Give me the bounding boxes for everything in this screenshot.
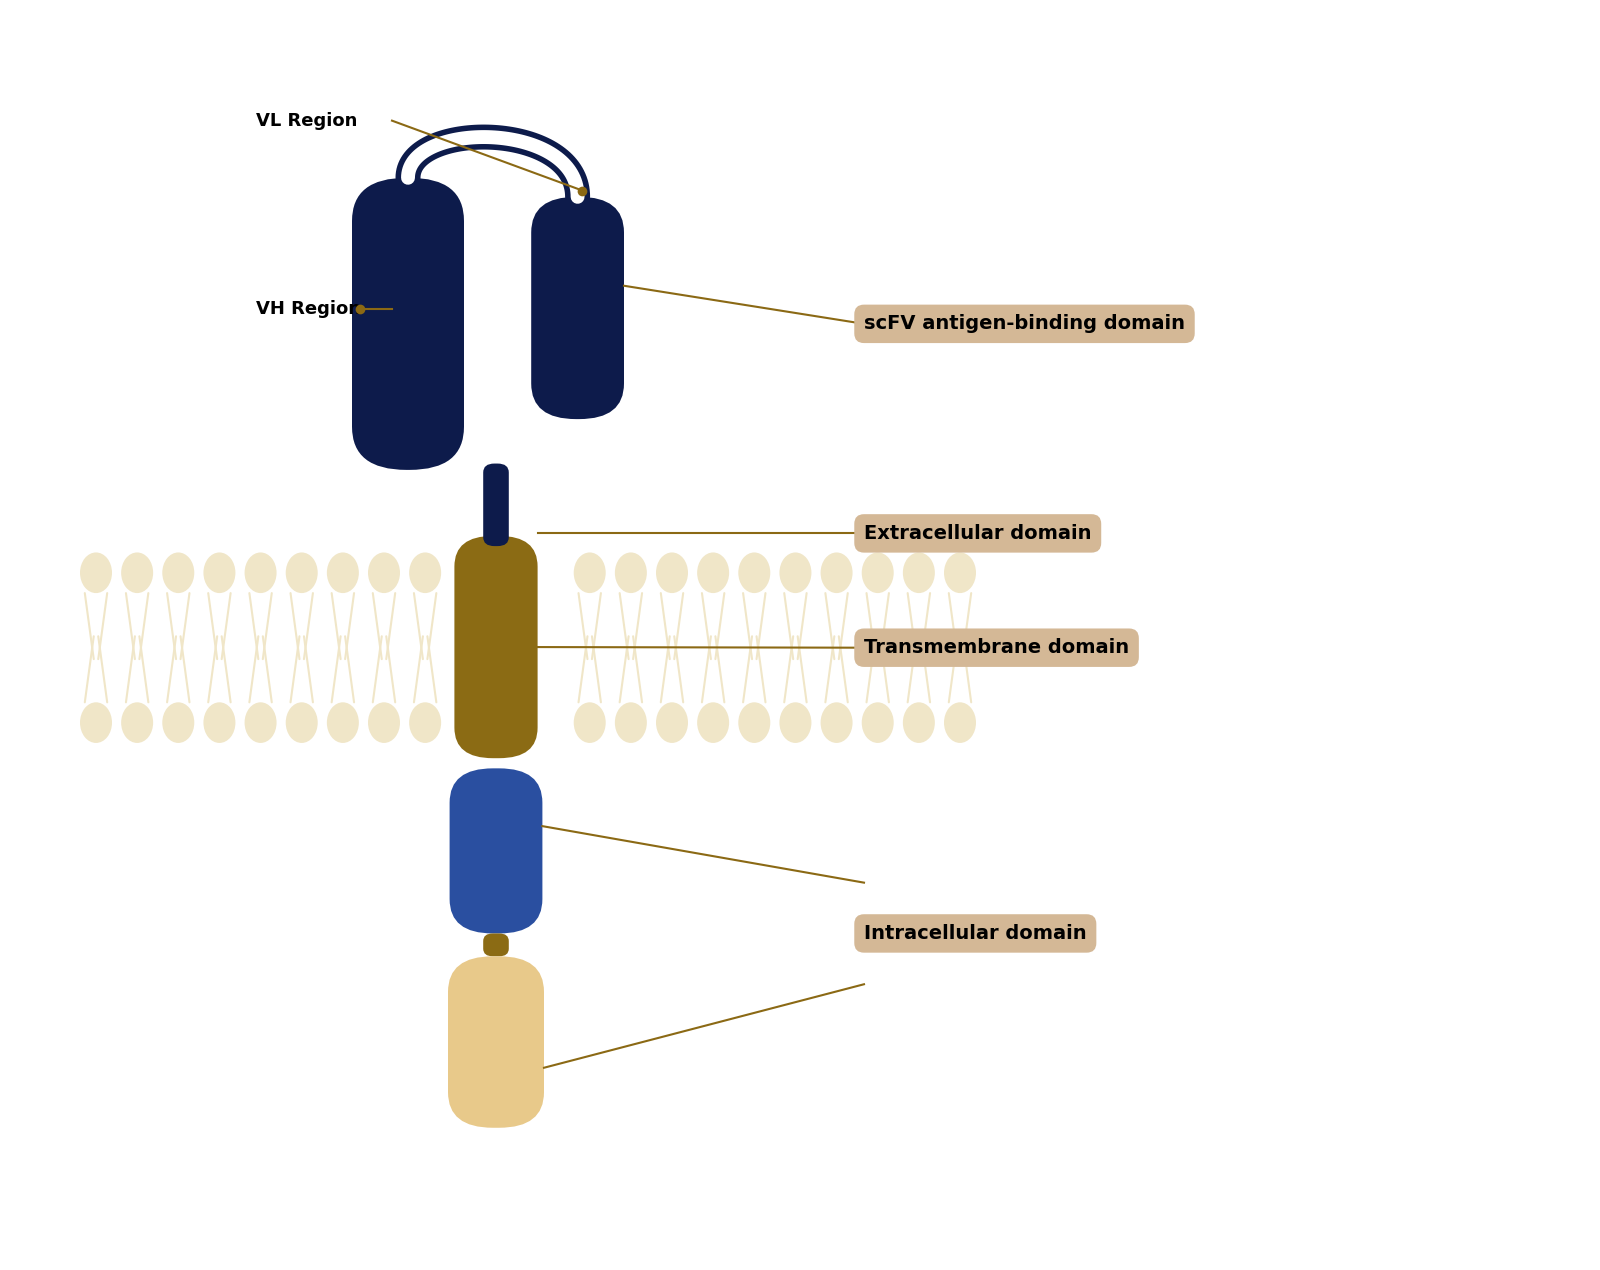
Ellipse shape (162, 552, 194, 593)
Ellipse shape (80, 552, 112, 593)
FancyBboxPatch shape (483, 933, 509, 956)
Ellipse shape (326, 552, 358, 593)
Ellipse shape (738, 552, 770, 593)
Ellipse shape (368, 552, 400, 593)
FancyBboxPatch shape (450, 768, 542, 933)
Ellipse shape (738, 702, 770, 743)
Ellipse shape (698, 552, 730, 593)
Ellipse shape (902, 702, 934, 743)
Ellipse shape (80, 702, 112, 743)
Ellipse shape (326, 702, 358, 743)
Ellipse shape (410, 702, 442, 743)
Ellipse shape (656, 702, 688, 743)
Ellipse shape (203, 552, 235, 593)
Ellipse shape (286, 702, 318, 743)
Ellipse shape (286, 552, 318, 593)
Ellipse shape (902, 552, 934, 593)
Ellipse shape (614, 702, 646, 743)
Ellipse shape (779, 552, 811, 593)
Text: Intracellular domain: Intracellular domain (864, 925, 1086, 942)
Ellipse shape (862, 702, 894, 743)
FancyBboxPatch shape (352, 178, 464, 470)
Text: VL Region: VL Region (256, 112, 357, 130)
Ellipse shape (821, 702, 853, 743)
Ellipse shape (122, 552, 154, 593)
FancyBboxPatch shape (483, 464, 509, 546)
Ellipse shape (944, 552, 976, 593)
Text: scFV antigen-binding domain: scFV antigen-binding domain (864, 315, 1186, 333)
Text: Transmembrane domain: Transmembrane domain (864, 639, 1130, 657)
Ellipse shape (944, 702, 976, 743)
Ellipse shape (203, 702, 235, 743)
Text: VH Region: VH Region (256, 300, 362, 319)
Ellipse shape (368, 702, 400, 743)
Text: Extracellular domain: Extracellular domain (864, 525, 1091, 542)
Ellipse shape (122, 702, 154, 743)
Ellipse shape (698, 702, 730, 743)
Ellipse shape (410, 552, 442, 593)
Ellipse shape (656, 552, 688, 593)
Ellipse shape (574, 702, 606, 743)
Ellipse shape (245, 702, 277, 743)
FancyBboxPatch shape (454, 536, 538, 758)
Ellipse shape (821, 552, 853, 593)
Ellipse shape (779, 702, 811, 743)
Ellipse shape (574, 552, 606, 593)
FancyBboxPatch shape (448, 956, 544, 1128)
FancyBboxPatch shape (531, 197, 624, 419)
Ellipse shape (162, 702, 194, 743)
Ellipse shape (862, 552, 894, 593)
Ellipse shape (614, 552, 646, 593)
Ellipse shape (245, 552, 277, 593)
